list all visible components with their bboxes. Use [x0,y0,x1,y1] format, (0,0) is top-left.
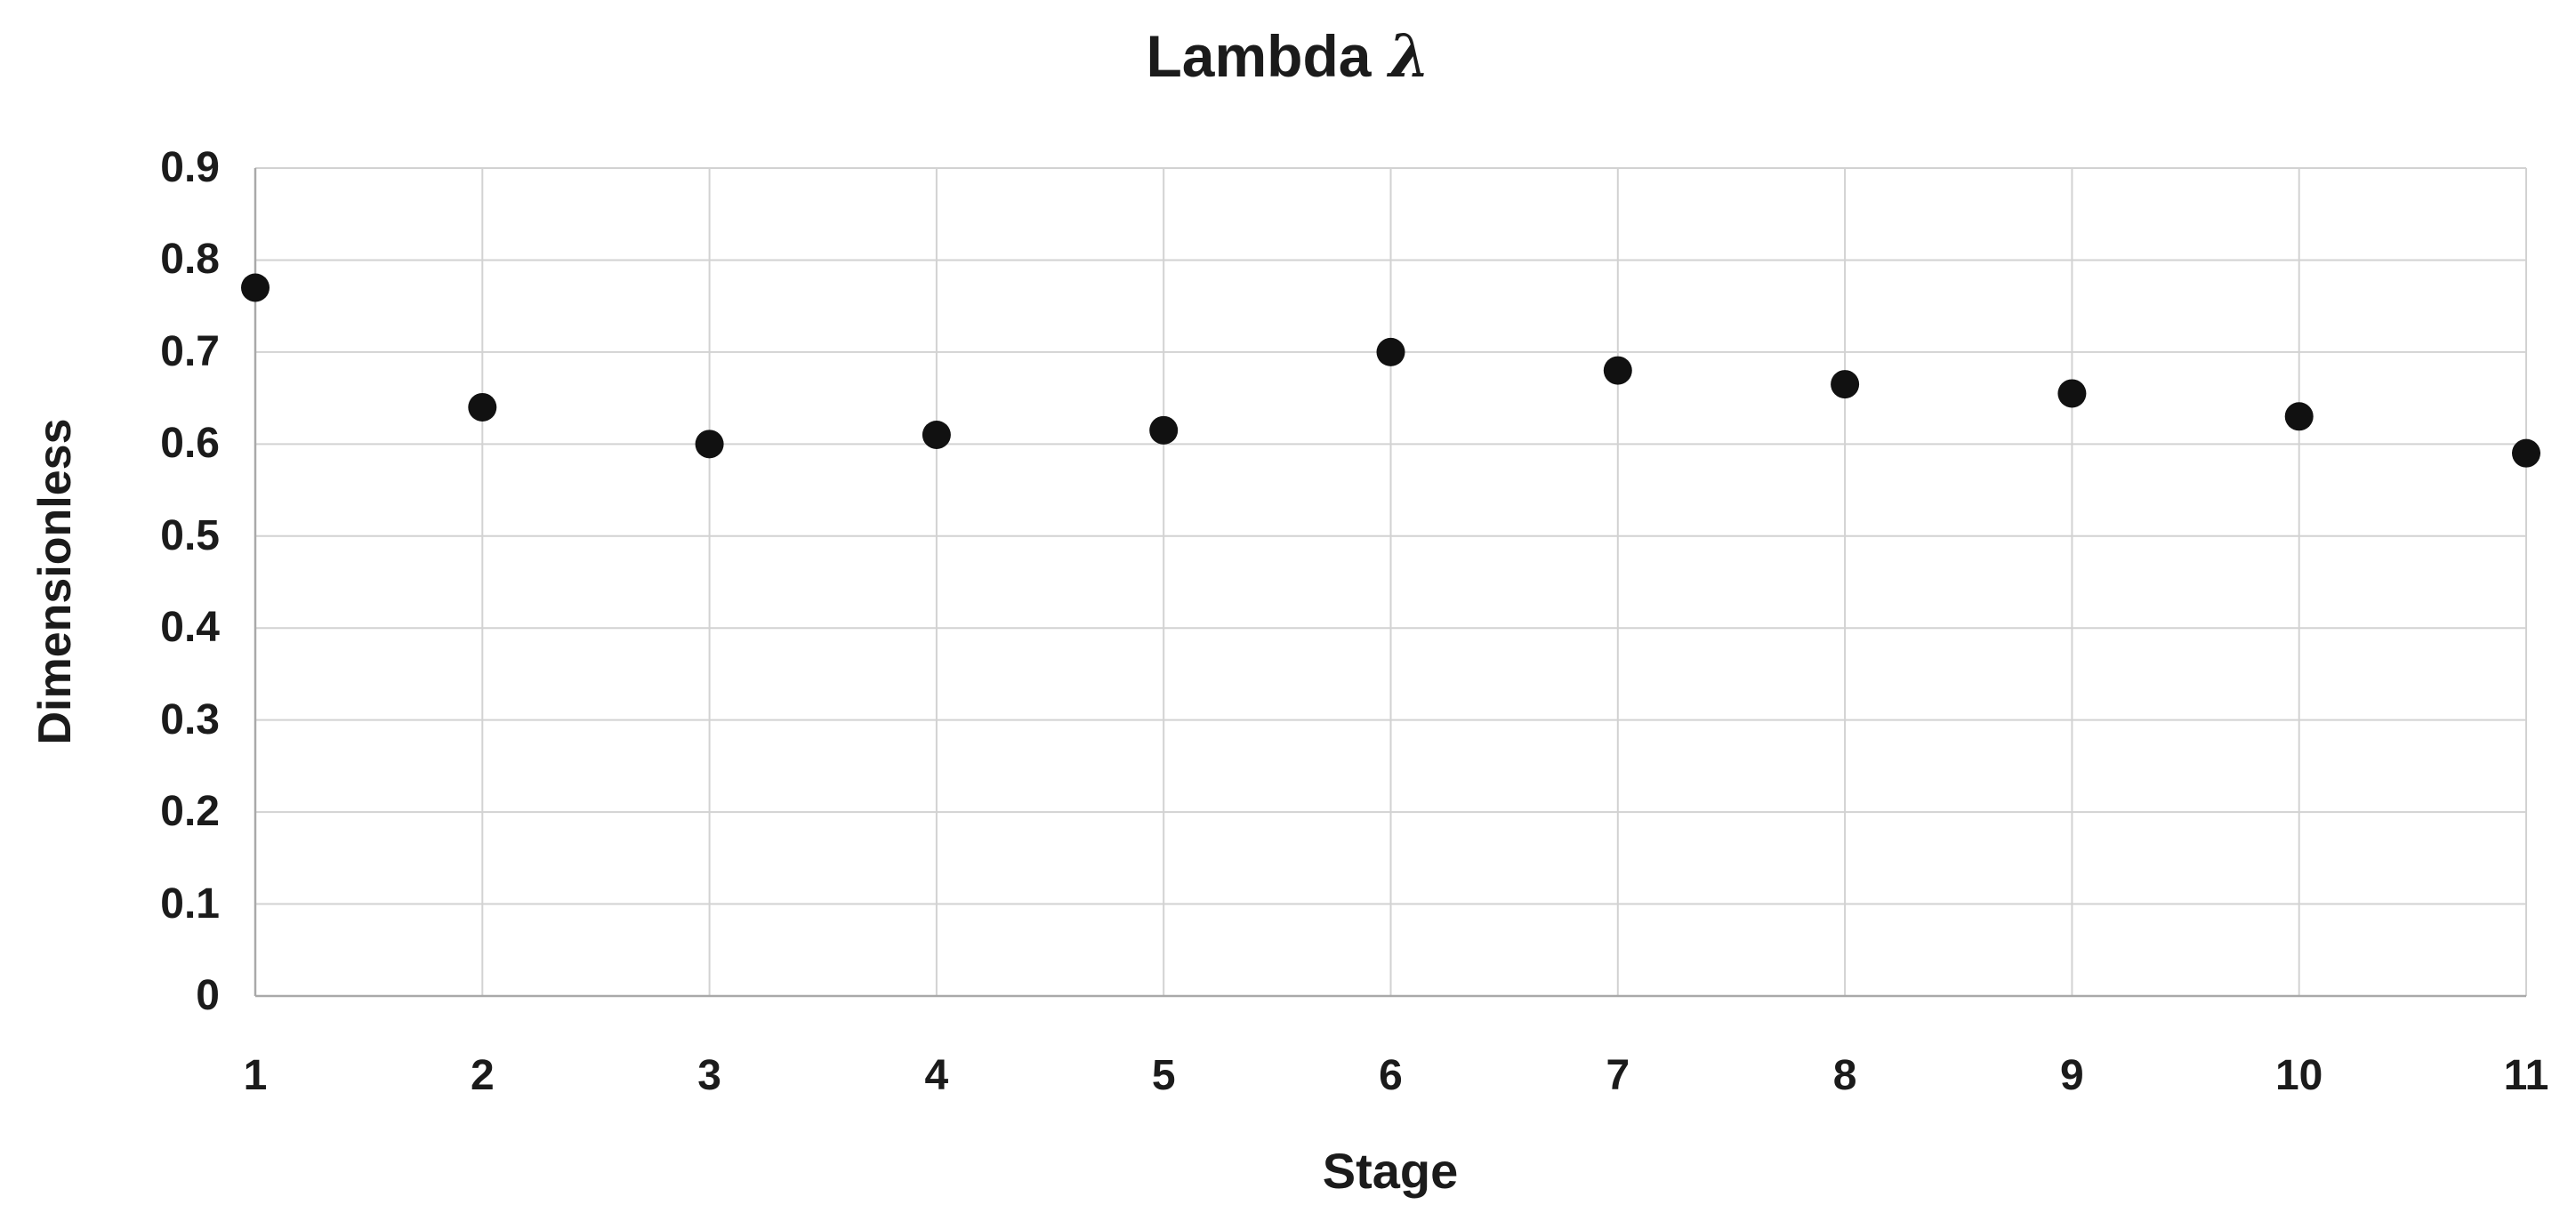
x-tick-label: 2 [470,1052,495,1099]
data-point [468,392,497,422]
x-tick-label: 1 [243,1052,268,1099]
lambda-symbol: λ [1389,21,1430,91]
data-point [1831,370,1860,399]
x-tick-label: 9 [2060,1052,2084,1099]
y-tick-label: 0.9 [160,144,220,191]
data-point [2284,402,2314,431]
x-axis-title: Stage [1322,1143,1459,1199]
data-point [2057,379,2087,408]
y-tick-label: 0.7 [160,327,220,375]
x-tick-label: 11 [2503,1052,2549,1099]
data-point [1149,415,1179,445]
chart-title: Lambda λ [0,21,2576,91]
data-point [2512,438,2540,468]
y-tick-label: 0 [196,972,220,1019]
data-point [922,420,951,449]
y-tick-label: 0.2 [160,788,220,836]
x-tick-label: 7 [1606,1052,1630,1099]
plot-area [241,167,2540,998]
x-tick-label: 6 [1379,1052,1403,1099]
y-axis-title: Dimensionless [29,418,81,745]
y-tick-label: 0.6 [160,420,220,468]
y-tick-label: 0.4 [160,604,220,652]
y-tick-label: 0.3 [160,695,220,743]
x-tick-label: 3 [697,1052,721,1099]
y-tick-label: 0.8 [160,236,220,284]
chart-title-text: Lambda [1146,23,1372,89]
data-point [241,273,270,302]
data-point [1603,356,1632,385]
y-tick-label: 0.1 [160,880,220,928]
data-point [1376,337,1405,366]
x-tick-label: 10 [2274,1052,2323,1099]
x-tick-label: 5 [1151,1052,1176,1099]
y-tick-label: 0.5 [160,511,220,559]
x-tick-label: 8 [1832,1052,1857,1099]
data-point [695,430,724,459]
x-tick-label: 4 [924,1052,949,1099]
